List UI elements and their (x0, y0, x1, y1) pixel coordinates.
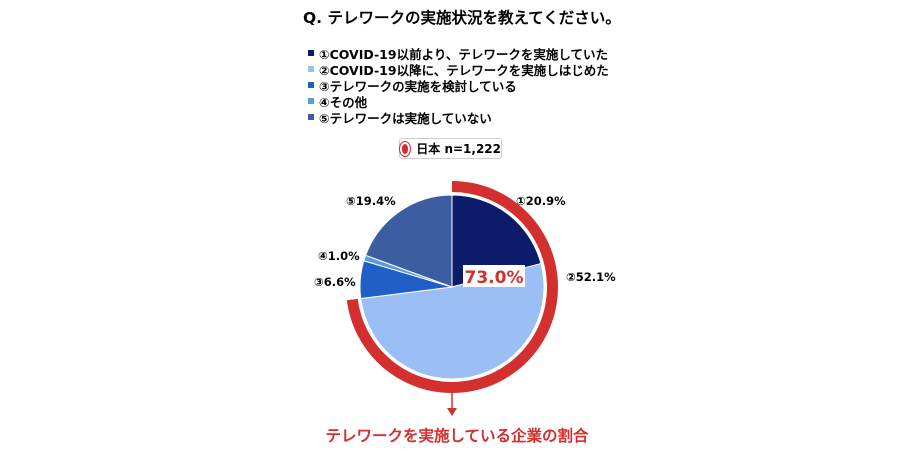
legend-swatch (308, 98, 314, 104)
legend-swatch (308, 50, 314, 56)
pie-slice (364, 194, 453, 288)
callout-arrow-head (447, 408, 457, 416)
legend-item: ⑤テレワークは実施していない (308, 109, 609, 126)
legend-item: ③テレワークの実施を検討している (308, 77, 609, 94)
highlight-value: 73.0% (465, 268, 524, 288)
japan-flag-icon (400, 141, 411, 156)
callout-label: テレワークを実施している企業の割合 (325, 427, 589, 445)
legend-label: ④その他 (319, 94, 368, 110)
legend-swatch (308, 114, 314, 120)
pie-slice (451, 194, 542, 288)
sample-size-label: 日本 n=1,222 (416, 142, 501, 156)
legend-swatch (308, 82, 314, 88)
data-label: ⑤19.4% (346, 194, 396, 208)
data-label: ④1.0% (318, 249, 360, 263)
legend-label: ③テレワークの実施を検討している (319, 78, 517, 94)
legend-item: ①COVID-19以前より、テレワークを実施していた (308, 45, 609, 62)
data-label: ①20.9% (516, 194, 566, 208)
legend-swatch (308, 66, 314, 72)
legend-item: ②COVID-19以降に、テレワークを実施しはじめた (308, 61, 609, 78)
legend-item: ④その他 (308, 93, 609, 110)
legend: ①COVID-19以前より、テレワークを実施していた ②COVID-19以降に、… (308, 45, 609, 126)
data-label: ③6.6% (314, 275, 356, 289)
legend-label: ①COVID-19以前より、テレワークを実施していた (319, 46, 608, 62)
legend-label: ⑤テレワークは実施していない (319, 110, 492, 126)
data-label: ②52.1% (566, 270, 616, 284)
sample-size-badge: 日本 n=1,222 (399, 138, 502, 159)
highlight-value-box (463, 265, 525, 287)
legend-label: ②COVID-19以降に、テレワークを実施しはじめた (319, 62, 609, 78)
pie-slice (360, 262, 545, 380)
chart-title: Q. テレワークの実施状況を教えてください。 (303, 9, 621, 27)
